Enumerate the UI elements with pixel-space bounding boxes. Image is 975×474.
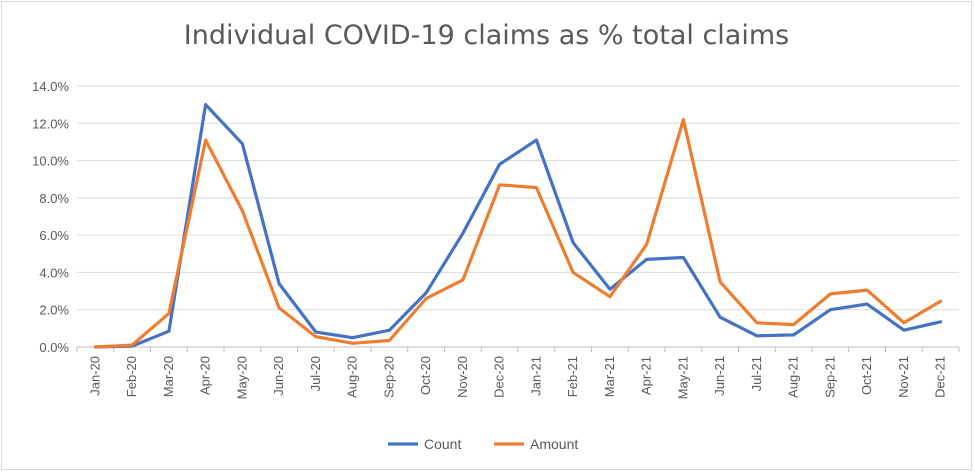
x-tick-label: Jul-20	[308, 356, 323, 391]
y-tick-label: 2.0%	[39, 303, 69, 318]
x-tick-label: Apr-21	[639, 356, 654, 395]
y-tick-label: 6.0%	[39, 228, 69, 243]
x-tick-label: Jun-21	[712, 356, 727, 396]
x-tick-label: Jan-20	[87, 356, 102, 396]
y-tick-label: 0.0%	[39, 340, 69, 355]
legend-label-count: Count	[424, 436, 461, 452]
chart-title: Individual COVID-19 claims as % total cl…	[183, 20, 790, 51]
x-tick-label: Mar-21	[602, 356, 617, 397]
x-tick-label: Aug-20	[345, 356, 360, 398]
x-tick-label: Apr-20	[198, 356, 213, 395]
x-tick-label: Jun-20	[271, 356, 286, 396]
y-tick-label: 4.0%	[39, 265, 69, 280]
x-tick-label: Nov-21	[896, 356, 911, 398]
x-tick-label: May-20	[234, 356, 249, 399]
x-tick-label: Nov-20	[455, 356, 470, 398]
series-line-count	[93, 102, 943, 349]
x-tick-label: Aug-21	[786, 356, 801, 398]
x-tick-label: Dec-21	[933, 356, 948, 398]
x-tick-label: Oct-20	[418, 356, 433, 395]
x-tick-label: Jul-21	[749, 356, 764, 391]
x-tick-label: Oct-21	[859, 356, 874, 395]
y-tick-label: 8.0%	[39, 191, 69, 206]
x-tick-label: Feb-20	[124, 356, 139, 397]
y-tick-label: 12.0%	[32, 116, 69, 131]
x-tick-label: Dec-20	[492, 356, 507, 398]
x-tick-label: Feb-21	[565, 356, 580, 397]
line-chart: 0.0% 2.0% 4.0% 6.0% 8.0% 10.0% 12.0% 14.0% Jan-2…	[32, 79, 960, 452]
x-tick-label: Sep-20	[381, 356, 396, 398]
x-tick-label: Jan-21	[528, 356, 543, 396]
x-tick-label: Mar-20	[161, 356, 176, 397]
series-line-amount	[93, 117, 943, 349]
y-tick-label: 10.0%	[32, 154, 69, 169]
y-tick-label: 14.0%	[32, 79, 69, 94]
x-tick-label: Sep-21	[822, 356, 837, 398]
legend-label-amount: Amount	[530, 436, 578, 452]
x-tick-label: May-21	[675, 356, 690, 399]
